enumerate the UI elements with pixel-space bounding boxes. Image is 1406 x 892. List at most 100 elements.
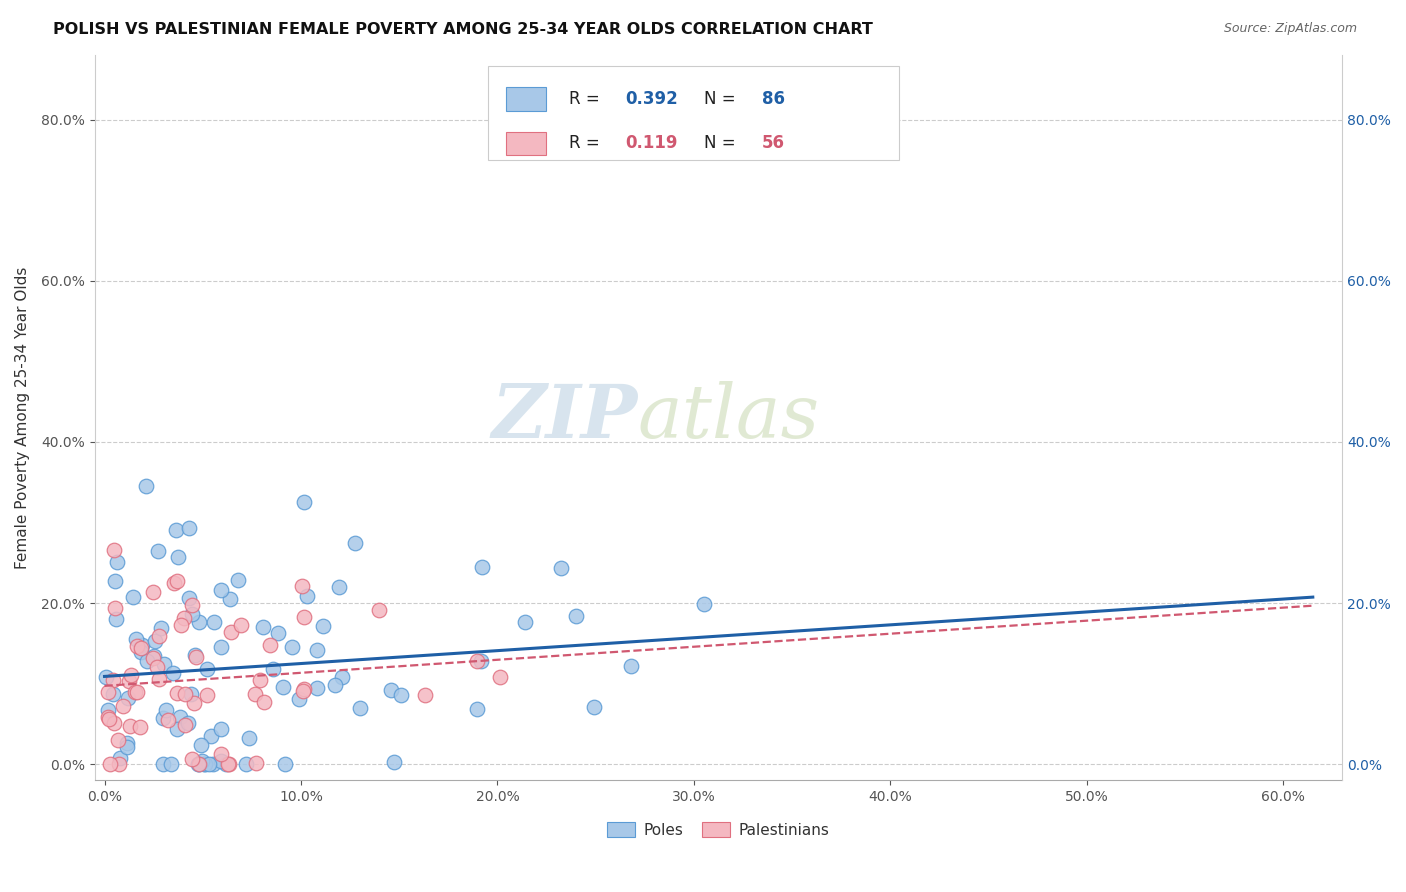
Point [166,574,188,589]
Text: N =: N = [703,90,741,108]
Point [124,685,146,699]
Point [101,687,124,701]
Point [219,624,242,639]
Point [218,757,240,772]
Point [349,701,371,715]
Point [249,673,271,687]
Point [104,601,127,615]
Point [328,580,350,594]
Point [292,495,315,509]
Point [142,584,165,599]
Point [149,621,172,635]
Point [229,617,252,632]
Text: Source: ZipAtlas.com: Source: ZipAtlas.com [1223,22,1357,36]
Point [281,640,304,655]
Point [177,521,200,535]
Point [146,544,169,558]
Point [97,684,120,698]
Point [252,620,274,634]
Point [243,687,266,701]
Point [183,697,205,711]
Point [489,670,512,684]
Point [184,648,207,662]
Point [193,757,215,772]
Point [290,579,312,593]
FancyBboxPatch shape [506,87,547,111]
Text: 56: 56 [762,135,785,153]
Point [142,651,165,665]
Point [274,757,297,772]
Point [215,757,238,772]
Point [97,710,120,724]
Point [368,603,391,617]
Text: atlas: atlas [637,382,820,454]
Point [166,686,188,700]
Point [174,687,197,701]
Point [166,722,188,736]
Y-axis label: Female Poverty Among 25-34 Year Olds: Female Poverty Among 25-34 Year Olds [15,267,30,569]
Point [209,582,232,597]
Point [382,755,405,769]
Point [162,666,184,681]
Point [415,689,437,703]
Point [129,641,152,656]
Point [107,732,129,747]
Point [163,575,186,590]
Point [107,757,129,772]
Point [271,680,294,694]
Point [155,702,177,716]
Point [187,757,209,772]
Point [131,639,153,653]
Point [166,550,188,565]
Point [235,757,257,772]
Point [98,757,121,772]
Point [217,757,239,772]
Point [115,740,138,755]
Point [191,754,214,768]
Legend: Poles, Palestinians: Poles, Palestinians [599,814,838,845]
Point [307,681,329,695]
Point [177,591,200,605]
Point [292,681,315,696]
Point [218,591,240,606]
Point [194,757,217,772]
Point [125,639,148,653]
Point [181,752,204,766]
Point [105,611,128,625]
Text: R =: R = [569,135,610,153]
Text: 0.392: 0.392 [624,90,678,108]
Point [118,673,141,688]
Point [202,757,225,772]
Point [152,711,174,725]
Point [253,695,276,709]
Text: R =: R = [569,90,605,108]
Point [173,718,195,732]
Point [180,607,202,621]
Point [165,524,187,538]
Point [380,682,402,697]
Point [292,610,315,624]
Point [202,615,225,629]
Point [262,661,284,675]
Point [295,589,318,603]
Point [292,684,315,698]
Point [305,642,328,657]
Point [238,731,260,745]
Point [148,628,170,642]
Point [190,738,212,752]
Point [128,720,150,734]
Point [127,685,149,699]
Point [148,673,170,687]
Point [117,690,139,705]
Point [135,654,157,668]
Point [200,729,222,743]
Text: N =: N = [703,135,741,153]
Point [120,668,142,682]
Point [98,712,121,726]
Point [209,754,232,768]
Point [198,757,221,772]
Point [159,757,181,772]
Point [188,615,211,630]
Point [693,597,716,611]
Point [96,670,118,684]
